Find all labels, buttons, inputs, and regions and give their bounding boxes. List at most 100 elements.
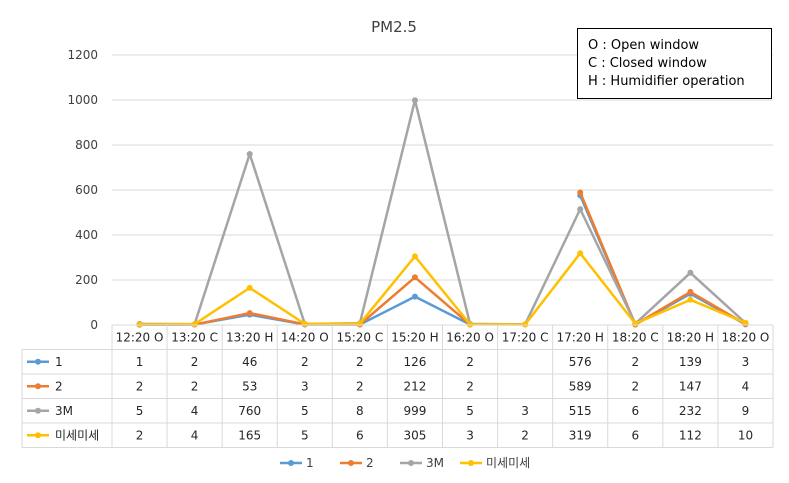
legend-marker [468,460,474,466]
legend-marker [288,460,294,466]
data-point [191,321,198,328]
category-label: 14:20 O [281,330,329,344]
table-cell: 2 [466,355,474,369]
table-cell: 165 [238,428,261,442]
table-cell: 999 [404,404,427,418]
table-cell: 2 [631,355,639,369]
table-cell: 2 [301,355,309,369]
y-tick-label: 400 [75,228,98,242]
annotation-line-open: O : Open window [588,38,700,53]
category-label: 12:20 O [116,330,164,344]
category-label: 17:20 H [556,330,603,344]
table-cell: 53 [242,379,257,393]
legend-label: 3M [426,456,444,470]
table-cell: 2 [136,379,144,393]
series-line [139,251,746,326]
row-series-label: 3M [55,404,73,418]
table-cell: 10 [738,428,753,442]
table-cell: 576 [569,355,592,369]
table-cell: 589 [569,379,592,393]
data-point [301,320,308,327]
table-cell: 2 [356,379,364,393]
category-label: 16:20 O [446,330,494,344]
table-cell: 2 [136,428,144,442]
row-series-label: 2 [55,379,63,393]
gridlines [112,54,773,281]
table-cell: 5 [301,428,309,442]
table-cell: 2 [191,379,199,393]
data-point [467,321,474,328]
chart-title: PM2.5 [371,18,417,36]
table-cell: 46 [242,355,257,369]
table-cell: 4 [191,404,199,418]
row-legend-marker [35,432,41,439]
table-cell: 2 [356,355,364,369]
legend: 1 2 3M 미세미세 [280,456,530,470]
series-lines [136,97,749,328]
data-point [246,151,253,157]
row-series-label: 1 [55,355,63,369]
data-point [687,296,694,303]
table-cell: 3 [301,379,309,393]
table-cell: 212 [404,379,427,393]
annotation-box: O : Open window C : Closed window H : Hu… [577,28,772,99]
annotation-line-humidifier: H : Humidifier operation [588,74,745,89]
table-cell: 3 [466,428,474,442]
table-cell: 6 [631,428,639,442]
table-cell: 147 [679,379,702,393]
table-cell: 139 [679,355,702,369]
category-label: 17:20 C [502,330,549,344]
row-legend-marker [35,383,41,390]
data-table: 12:20 O 13:20 C 13:20 H 14:20 O 15:20 C 15:20… [21,324,774,448]
data-point [632,320,639,327]
data-point [577,206,584,213]
table-cell: 4 [191,428,199,442]
table-cell: 2 [631,379,639,393]
data-point [246,284,253,291]
data-point [411,253,418,260]
data-point [687,288,694,295]
annotation-line-closed: C : Closed window [588,56,707,71]
table-cell: 2 [466,379,474,393]
table-cell: 9 [742,404,750,418]
data-point [246,310,253,317]
table-cell: 126 [404,355,427,369]
series-line [579,191,747,326]
data-point [577,250,584,257]
table-cell: 2 [521,428,529,442]
table-cell: 515 [569,404,592,418]
series-line [139,276,471,326]
y-tick-label: 0 [90,318,98,332]
row-series-label: 미세미세 [55,428,99,442]
table-cell: 319 [569,428,592,442]
category-label: 13:20 C [171,330,218,344]
y-axis: 0 200 400 600 800 1000 1200 [67,48,98,332]
table-cell: 3 [742,355,750,369]
y-tick-label: 800 [75,138,98,152]
legend-label: 미세미세 [486,456,530,470]
category-label: 18:20 H [667,330,714,344]
table-cell: 5 [466,404,474,418]
y-tick-label: 600 [75,183,98,197]
y-tick-label: 1000 [67,93,98,107]
y-tick-label: 200 [75,273,98,287]
legend-marker [408,460,414,466]
table-cell: 305 [404,428,427,442]
legend-label: 1 [306,456,314,470]
table-cell: 5 [301,404,309,418]
table-cell: 760 [238,404,261,418]
data-point [577,189,584,196]
table-cell: 4 [742,379,750,393]
series-line [139,98,747,326]
category-label: 15:20 H [391,330,438,344]
data-point [411,274,418,281]
data-point [687,269,694,276]
table-cell: 112 [679,428,702,442]
y-tick-label: 1200 [67,48,98,62]
category-label: 15:20 C [336,330,383,344]
table-cell: 5 [136,404,144,418]
data-point [742,319,749,326]
table-cell: 232 [679,404,702,418]
table-cell: 3 [521,404,529,418]
